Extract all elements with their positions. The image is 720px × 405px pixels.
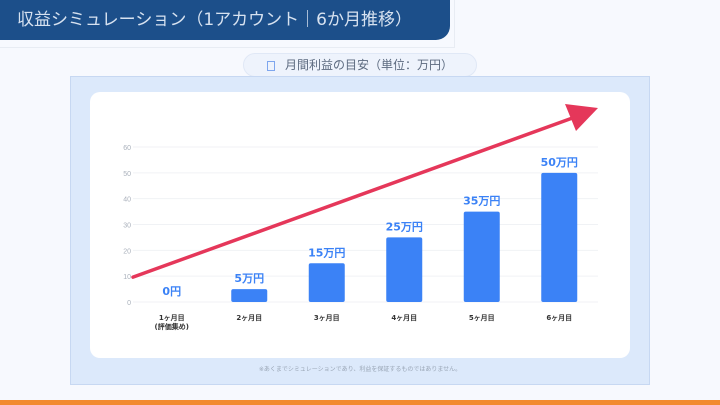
bar bbox=[308, 263, 345, 302]
bar bbox=[386, 237, 423, 302]
y-tick-label: 10 bbox=[123, 274, 131, 281]
bar bbox=[463, 211, 500, 302]
data-label: 5万円 bbox=[234, 272, 264, 285]
data-label: 15万円 bbox=[308, 246, 345, 259]
y-tick-label: 0 bbox=[127, 300, 131, 307]
x-tick-label: 4ヶ月目 bbox=[391, 314, 417, 322]
data-label: 25万円 bbox=[386, 220, 423, 233]
x-tick-label: 5ヶ月目 bbox=[469, 314, 495, 322]
square-icon bbox=[266, 60, 275, 71]
chart-subtitle: 月間利益の目安（単位：万円） bbox=[284, 58, 453, 72]
y-tick-label: 40 bbox=[123, 197, 131, 204]
page-title: 収益シミュレーション（1アカウント｜6か月推移） bbox=[0, 0, 450, 40]
x-tick-label: 6ヶ月目 bbox=[546, 314, 572, 322]
trend-arrow-head-icon bbox=[565, 104, 598, 131]
divider bbox=[0, 47, 455, 48]
divider bbox=[454, 0, 455, 47]
trend-arrow-line bbox=[131, 114, 580, 279]
y-tick-label: 20 bbox=[123, 248, 131, 255]
y-tick-label: 50 bbox=[123, 171, 131, 178]
x-tick-label: 2ヶ月目 bbox=[236, 314, 262, 322]
data-label: 0円 bbox=[162, 285, 181, 298]
chart-subtitle-pill: 月間利益の目安（単位：万円） bbox=[243, 53, 477, 77]
bar bbox=[231, 289, 268, 302]
x-tick-label: 1ヶ月目 bbox=[159, 314, 185, 322]
y-tick-label: 60 bbox=[123, 145, 131, 152]
bar bbox=[541, 172, 578, 302]
x-tick-label: 3ヶ月目 bbox=[314, 314, 340, 322]
y-tick-label: 30 bbox=[123, 223, 131, 230]
data-label: 35万円 bbox=[463, 195, 500, 208]
x-tick-label: (評価集め) bbox=[155, 322, 189, 331]
data-label: 50万円 bbox=[541, 156, 578, 169]
accent-bar bbox=[0, 400, 720, 405]
disclaimer: ※あくまでシミュレーションであり、利益を保証するものではありません。 bbox=[258, 366, 462, 373]
